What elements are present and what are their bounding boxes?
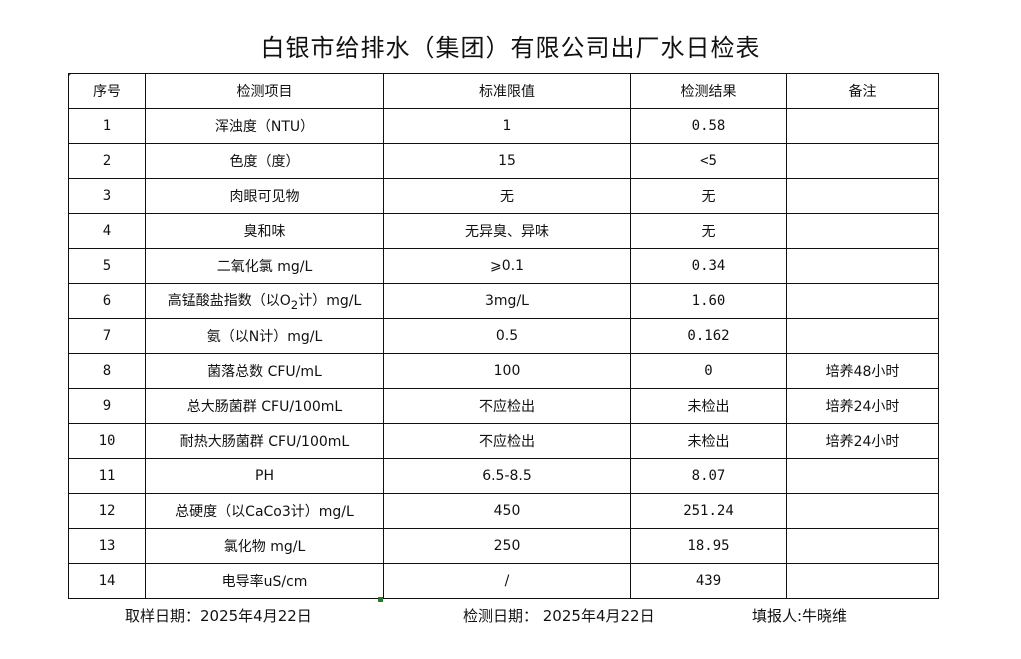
cell-item: 氯化物 mg/L bbox=[145, 528, 384, 564]
cell-item: 浑浊度（NTU） bbox=[145, 108, 384, 144]
reporter: 填报人:牛晓维 bbox=[752, 607, 848, 625]
cell-limit: 100 bbox=[383, 353, 631, 389]
cell-item: 总大肠菌群 CFU/100mL bbox=[145, 388, 384, 424]
table-row: 2 色度（度） 15 <5 bbox=[68, 143, 939, 179]
cell-limit: 250 bbox=[383, 528, 631, 564]
table-row: 5 二氧化氯 mg/L ⩾0.1 0.34 bbox=[68, 248, 939, 284]
cell-no: 9 bbox=[68, 388, 146, 424]
cell-result: 439 bbox=[630, 563, 787, 599]
header-item: 检测项目 bbox=[145, 73, 384, 109]
header-note: 备注 bbox=[786, 73, 939, 109]
cell-result: 0.162 bbox=[630, 318, 787, 354]
cell-result: 无 bbox=[630, 213, 787, 249]
header-result: 检测结果 bbox=[630, 73, 787, 109]
cell-result: 1.60 bbox=[630, 283, 787, 319]
table-row: 9 总大肠菌群 CFU/100mL 不应检出 未检出 培养24小时 bbox=[68, 388, 939, 424]
table-row: 11 PH 6.5-8.5 8.07 bbox=[68, 458, 939, 494]
cell-item-part: 2 bbox=[290, 297, 299, 312]
cell-limit: 1 bbox=[383, 108, 631, 144]
cell-item: 肉眼可见物 bbox=[145, 178, 384, 214]
cell-result: 未检出 bbox=[630, 388, 787, 424]
cell-limit: 无异臭、异味 bbox=[383, 213, 631, 249]
table-row: 4 臭和味 无异臭、异味无 bbox=[68, 213, 939, 249]
cell-item-part: 高锰酸盐指数（以O bbox=[167, 293, 291, 310]
cell-result: 0.34 bbox=[630, 248, 787, 284]
cell-note bbox=[786, 493, 939, 529]
cell-item: 电导率uS/cm bbox=[145, 563, 384, 599]
cell-no: 4 bbox=[68, 213, 146, 249]
cell-note bbox=[786, 178, 939, 214]
cell-item: 总硬度（以CaCo3计）mg/L bbox=[145, 493, 384, 529]
cell-no: 7 bbox=[68, 318, 146, 354]
cell-result: 无 bbox=[630, 178, 787, 214]
cell-limit: / bbox=[383, 563, 631, 599]
cell-item: 菌落总数 CFU/mL bbox=[145, 353, 384, 389]
cell-result: 251.24 bbox=[630, 493, 787, 529]
table-header-row: 序号 检测项目 标准限值 检测结果 备注 bbox=[68, 73, 939, 109]
table-row: 3 肉眼可见物无无 bbox=[68, 178, 939, 214]
cell-no: 10 bbox=[68, 423, 146, 459]
table-row: 14 电导率uS/cm/439 bbox=[68, 563, 939, 599]
cell-note bbox=[786, 213, 939, 249]
cell-limit: 15 bbox=[383, 143, 631, 179]
cell-note bbox=[786, 143, 939, 179]
cell-item: 二氧化氯 mg/L bbox=[145, 248, 384, 284]
cell-item-part: 计）mg/L bbox=[298, 293, 362, 310]
cell-result: 0.58 bbox=[630, 108, 787, 144]
test-date: 检测日期： 2025年4月22日 bbox=[463, 607, 655, 625]
cell-limit: 不应检出 bbox=[383, 388, 631, 424]
cell-note bbox=[786, 528, 939, 564]
cell-note bbox=[786, 458, 939, 494]
inspection-table: 序号 检测项目 标准限值 检测结果 备注 1 浑浊度（NTU） 1 0.58 2 色度（度… bbox=[68, 73, 939, 599]
cell-note bbox=[786, 563, 939, 599]
table-row: 1 浑浊度（NTU） 1 0.58 bbox=[68, 108, 939, 144]
cell-item: 高锰酸盐指数（以O2计）mg/L bbox=[145, 283, 384, 319]
cell-no: 5 bbox=[68, 248, 146, 284]
cell-marker bbox=[378, 597, 383, 602]
cell-note bbox=[786, 318, 939, 354]
cell-note: 培养24小时 bbox=[786, 388, 939, 424]
table-row: 8 菌落总数 CFU/mL 100 0 培养48小时 bbox=[68, 353, 939, 389]
cell-limit: 无 bbox=[383, 178, 631, 214]
cell-note bbox=[786, 283, 939, 319]
cell-no: 6 bbox=[68, 283, 146, 319]
table-row: 12 总硬度（以CaCo3计）mg/L 450 251.24 bbox=[68, 493, 939, 529]
cell-item: 氨（以N计）mg/L bbox=[145, 318, 384, 354]
page-title: 白银市给排水（集团）有限公司出厂水日检表 bbox=[260, 34, 761, 62]
cell-no: 12 bbox=[68, 493, 146, 529]
cell-result: 18.95 bbox=[630, 528, 787, 564]
cell-no: 3 bbox=[68, 178, 146, 214]
table-row: 6 高锰酸盐指数（以O2计）mg/L 3mg/L 1.60 bbox=[68, 283, 939, 319]
header-no: 序号 bbox=[68, 73, 146, 109]
table-row: 7 氨（以N计）mg/L 0.5 0.162 bbox=[68, 318, 939, 354]
cell-result: 8.07 bbox=[630, 458, 787, 494]
cell-item: 耐热大肠菌群 CFU/100mL bbox=[145, 423, 384, 459]
cell-no: 14 bbox=[68, 563, 146, 599]
sample-date: 取样日期：2025年4月22日 bbox=[125, 607, 312, 625]
cell-no: 13 bbox=[68, 528, 146, 564]
cell-result: 0 bbox=[630, 353, 787, 389]
cell-limit: 6.5-8.5 bbox=[383, 458, 631, 494]
cell-no: 11 bbox=[68, 458, 146, 494]
cell-result: 未检出 bbox=[630, 423, 787, 459]
cell-note bbox=[786, 248, 939, 284]
cell-no: 2 bbox=[68, 143, 146, 179]
cell-note: 培养24小时 bbox=[786, 423, 939, 459]
cell-limit: 450 bbox=[383, 493, 631, 529]
cell-limit: 不应检出 bbox=[383, 423, 631, 459]
cell-limit: 3mg/L bbox=[383, 283, 631, 319]
cell-note bbox=[786, 108, 939, 144]
cell-result: <5 bbox=[630, 143, 787, 179]
cell-item: 色度（度） bbox=[145, 143, 384, 179]
table-row: 13 氯化物 mg/L 250 18.95 bbox=[68, 528, 939, 564]
cell-note: 培养48小时 bbox=[786, 353, 939, 389]
cell-limit: 0.5 bbox=[383, 318, 631, 354]
cell-no: 8 bbox=[68, 353, 146, 389]
cell-no: 1 bbox=[68, 108, 146, 144]
table-row: 10 耐热大肠菌群 CFU/100mL 不应检出 未检出 培养24小时 bbox=[68, 423, 939, 459]
header-limit: 标准限值 bbox=[383, 73, 631, 109]
cell-item: PH bbox=[145, 458, 384, 494]
cell-item: 臭和味 bbox=[145, 213, 384, 249]
cell-limit: ⩾0.1 bbox=[383, 248, 631, 284]
